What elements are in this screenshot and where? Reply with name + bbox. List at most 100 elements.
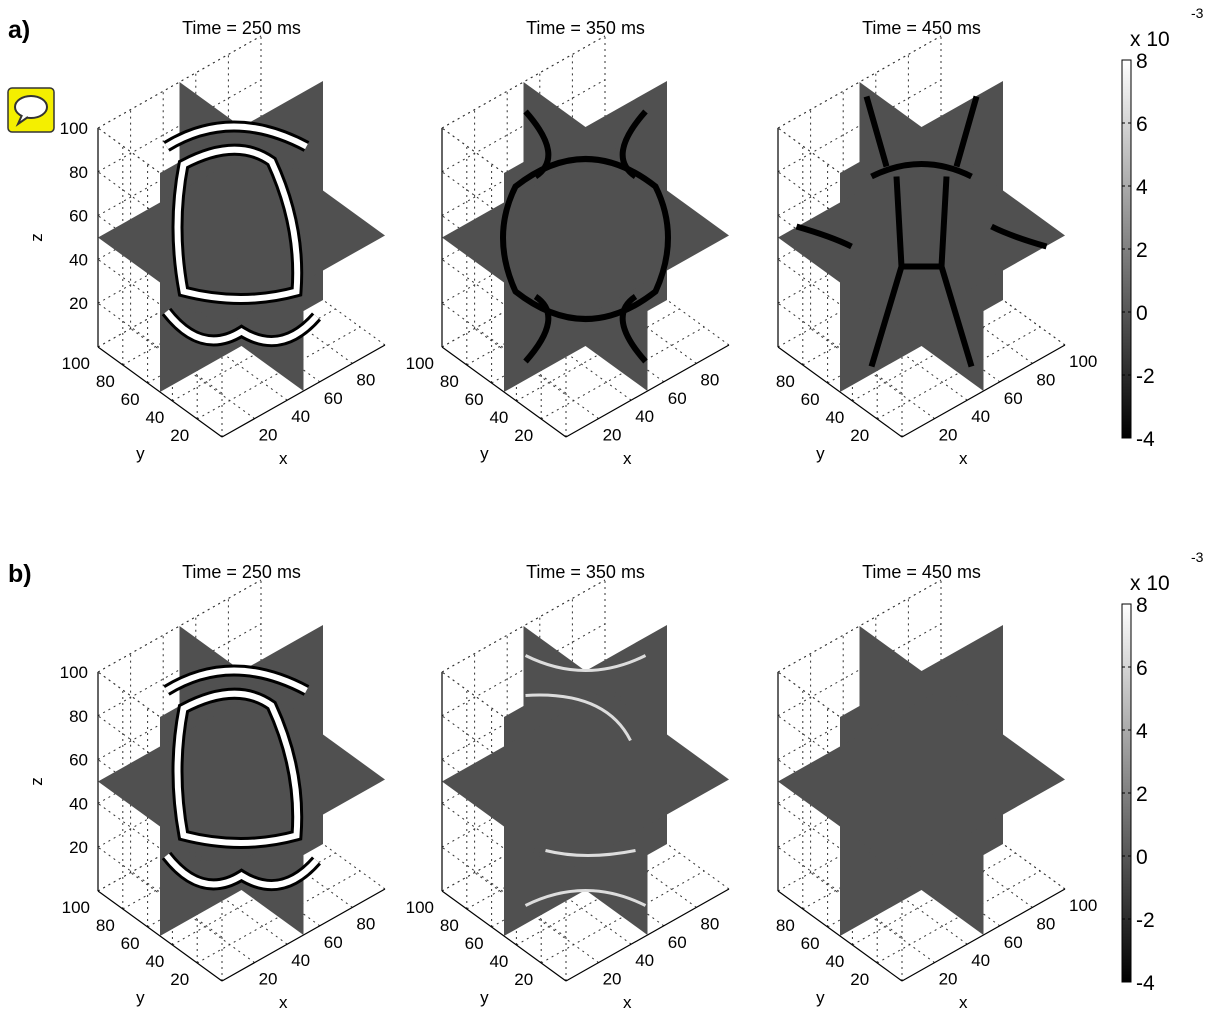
x-axis-label: x <box>623 449 632 468</box>
y-axis-label: y <box>480 444 489 463</box>
wavefront <box>524 654 647 907</box>
colorbar-tick-label: -2 <box>1136 365 1155 388</box>
box-edge <box>777 579 942 673</box>
x-tick-label: 100 <box>1069 352 1097 371</box>
grid-line <box>777 754 942 848</box>
subplot: Time = 250 ms 20 40 60 80 100 20 40 60 80 100 20 40 6… <box>27 562 386 1012</box>
grid-line <box>540 870 705 964</box>
slice-z <box>442 689 729 872</box>
panel-label: b) <box>8 560 32 588</box>
grid-line <box>441 123 606 217</box>
wavefront <box>525 693 636 857</box>
z-tick-label: 40 <box>69 794 88 813</box>
grid-line <box>540 326 705 420</box>
grid-line <box>97 79 262 173</box>
grid-line <box>466 272 631 366</box>
box-edge <box>441 254 606 348</box>
y-tick-label: 60 <box>121 390 140 409</box>
z-tick-label: 80 <box>69 707 88 726</box>
y-tick-label: 60 <box>465 390 484 409</box>
y-tick-label: 60 <box>801 934 820 953</box>
grid-line <box>516 308 680 402</box>
x-tick-label: 20 <box>259 426 278 445</box>
y-tick-label: 40 <box>489 952 508 971</box>
comment-icon[interactable] <box>7 87 55 133</box>
x-axis-label: x <box>623 993 632 1012</box>
box-edge <box>97 35 262 129</box>
grid-line <box>777 846 903 938</box>
x-axis-label: x <box>959 449 968 468</box>
grid-line <box>441 754 606 848</box>
wavefront <box>164 853 319 889</box>
grid-line <box>777 79 942 173</box>
x-tick-label: 40 <box>635 951 654 970</box>
colorbar-tick-label: 2 <box>1136 783 1148 806</box>
colorbar-tick-label: 6 <box>1136 113 1148 136</box>
x-tick-label: 80 <box>356 370 375 389</box>
x-tick-label: 80 <box>700 914 719 933</box>
box-edge <box>777 798 942 892</box>
x-tick-label: 60 <box>324 389 343 408</box>
x-tick-label: 20 <box>939 970 958 989</box>
grid-line <box>777 123 942 217</box>
grid-line <box>97 302 223 394</box>
grid-line <box>441 210 606 304</box>
y-tick-label: 20 <box>514 970 533 989</box>
subplot-title: Time = 350 ms <box>526 18 645 38</box>
x-tick-label: 20 <box>603 426 622 445</box>
x-tick-label: 20 <box>603 970 622 989</box>
grid-line <box>130 328 255 420</box>
z-tick-label: 60 <box>69 207 88 226</box>
z-tick-label: 60 <box>69 751 88 770</box>
grid-line <box>97 210 262 304</box>
z-tick-label: 100 <box>60 663 88 682</box>
colorbar-tick-label: 4 <box>1136 720 1148 743</box>
colorbar-multiplier: x 10 <box>1130 572 1170 595</box>
slice-z <box>98 689 385 872</box>
grid-line <box>97 846 223 938</box>
box-edge <box>441 798 606 892</box>
y-tick-label: 40 <box>825 952 844 971</box>
colorbar-exponent: -3 <box>1191 5 1204 21</box>
grid-line <box>172 308 336 402</box>
z-tick-label: 80 <box>69 163 88 182</box>
x-axis-label: x <box>959 993 968 1012</box>
slice-z <box>778 689 1065 872</box>
x-tick-label: 20 <box>259 970 278 989</box>
y-tick-label: 80 <box>776 916 795 935</box>
x-tick-label: 80 <box>1036 370 1055 389</box>
wavefront <box>868 161 975 368</box>
grid-line <box>122 816 287 910</box>
x-tick-label: 60 <box>668 389 687 408</box>
grid-line <box>441 667 606 761</box>
colorbar-tick-label: 6 <box>1136 657 1148 680</box>
colorbar-tick-label: 8 <box>1136 594 1148 617</box>
y-tick-label: 20 <box>170 426 189 445</box>
y-tick-label: 80 <box>96 372 115 391</box>
grid-line <box>172 852 336 946</box>
wavefront <box>523 109 648 364</box>
slice-z <box>778 145 1065 328</box>
y-tick-label: 100 <box>406 354 434 373</box>
colorbar-tick-label: 0 <box>1136 846 1148 869</box>
box-edge <box>97 798 262 892</box>
x-tick-label: 60 <box>668 933 687 952</box>
z-tick-label: 20 <box>69 294 88 313</box>
y-axis-label: y <box>136 444 145 463</box>
grid-line <box>802 272 967 366</box>
z-tick-label: 20 <box>69 838 88 857</box>
grid-line <box>441 623 606 717</box>
y-axis-label: y <box>480 988 489 1007</box>
x-tick-label: 40 <box>291 407 310 426</box>
box-edge <box>97 579 262 673</box>
y-axis-label: y <box>816 444 825 463</box>
y-tick-label: 60 <box>801 390 820 409</box>
grid-line <box>810 328 935 420</box>
grid-line <box>474 328 599 420</box>
slice-z <box>98 145 385 328</box>
wavefront <box>174 690 301 846</box>
grid-line <box>777 667 942 761</box>
grid-line <box>130 872 255 964</box>
colorbar-tick-label: -4 <box>1136 428 1155 451</box>
